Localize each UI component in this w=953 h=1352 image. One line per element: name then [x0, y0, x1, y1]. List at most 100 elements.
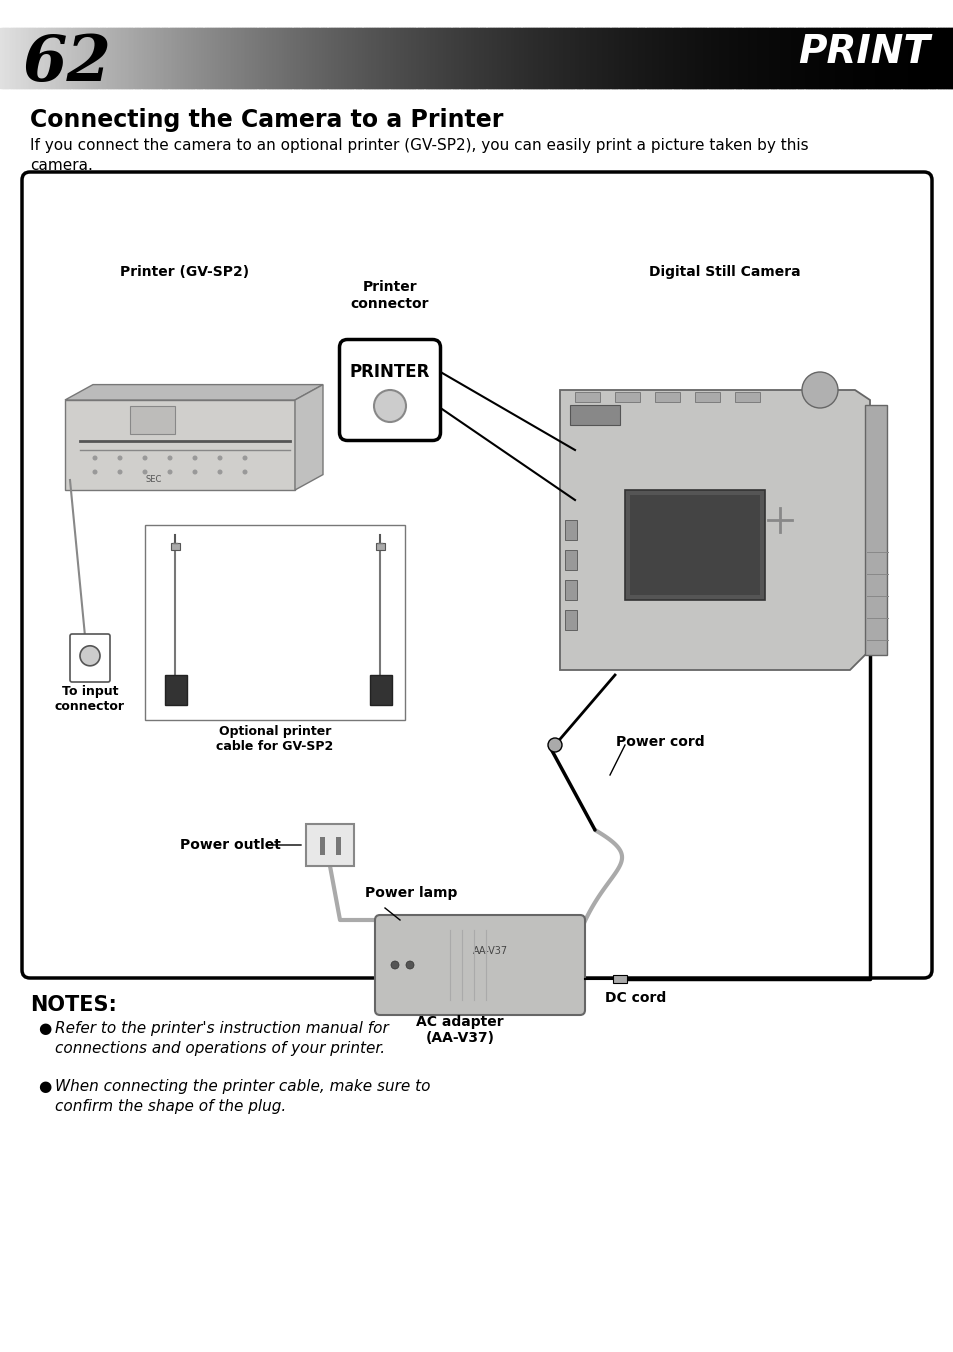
Text: Refer to the printer's instruction manual for
connections and operations of your: Refer to the printer's instruction manua… — [55, 1021, 388, 1056]
Bar — [270, 28, 274, 88]
Bar — [910, 28, 913, 88]
Bar — [760, 28, 764, 88]
Bar — [213, 28, 216, 88]
Bar — [405, 28, 408, 88]
Bar — [186, 28, 189, 88]
Circle shape — [243, 470, 247, 473]
Bar — [507, 28, 510, 88]
Bar — [97, 28, 100, 88]
Bar — [619, 28, 622, 88]
Bar — [737, 28, 740, 88]
Bar — [386, 28, 389, 88]
Bar — [618, 28, 621, 88]
Bar — [140, 28, 143, 88]
Bar — [67, 28, 70, 88]
Bar — [332, 28, 335, 88]
Bar — [340, 28, 343, 88]
Bar — [801, 28, 803, 88]
Bar — [257, 28, 260, 88]
Bar — [643, 28, 646, 88]
Bar — [241, 28, 245, 88]
Bar — [694, 28, 698, 88]
Bar — [491, 28, 494, 88]
Bar — [648, 28, 651, 88]
Bar — [815, 28, 818, 88]
Bar — [899, 28, 902, 88]
Bar — [753, 28, 756, 88]
Bar — [564, 521, 577, 539]
Bar — [164, 28, 167, 88]
Bar — [227, 28, 231, 88]
Bar — [713, 28, 717, 88]
Bar — [560, 28, 564, 88]
Bar — [508, 28, 512, 88]
Bar — [775, 28, 779, 88]
Bar — [810, 28, 813, 88]
Bar — [665, 28, 669, 88]
Bar — [934, 28, 937, 88]
Bar — [841, 28, 845, 88]
Bar — [605, 28, 608, 88]
Bar — [375, 544, 385, 550]
Bar — [722, 28, 726, 88]
Bar — [505, 28, 508, 88]
Bar — [305, 28, 308, 88]
Bar — [157, 28, 160, 88]
Bar — [629, 495, 760, 595]
Text: Connecting the Camera to a Printer: Connecting the Camera to a Printer — [30, 108, 503, 132]
Bar — [522, 28, 526, 88]
Bar — [540, 28, 543, 88]
Polygon shape — [65, 384, 323, 400]
Bar — [848, 28, 851, 88]
Bar — [562, 28, 565, 88]
Bar — [183, 28, 186, 88]
Bar — [260, 28, 264, 88]
Bar — [388, 28, 391, 88]
Bar — [7, 28, 10, 88]
Bar — [27, 28, 30, 88]
Bar — [29, 28, 31, 88]
Bar — [394, 28, 397, 88]
Bar — [786, 28, 789, 88]
Bar — [31, 28, 35, 88]
Circle shape — [168, 470, 172, 473]
Bar — [457, 28, 460, 88]
Bar — [824, 28, 827, 88]
Bar — [762, 28, 765, 88]
Bar — [793, 28, 796, 88]
Bar — [846, 28, 850, 88]
Bar — [698, 28, 700, 88]
Bar — [455, 28, 457, 88]
Bar — [575, 28, 578, 88]
Polygon shape — [65, 400, 294, 489]
Bar — [92, 28, 95, 88]
Bar — [191, 28, 193, 88]
Bar — [412, 28, 415, 88]
Bar — [184, 28, 188, 88]
Bar — [310, 28, 313, 88]
Bar — [81, 28, 84, 88]
Bar — [941, 28, 943, 88]
Bar — [132, 28, 135, 88]
Bar — [689, 28, 693, 88]
Bar — [469, 28, 472, 88]
Bar — [536, 28, 538, 88]
Bar — [874, 28, 877, 88]
Bar — [588, 28, 591, 88]
Bar — [112, 28, 114, 88]
Bar — [329, 28, 332, 88]
Bar — [384, 28, 388, 88]
Bar — [898, 28, 901, 88]
Bar — [883, 28, 886, 88]
Bar — [864, 28, 867, 88]
Bar — [353, 28, 355, 88]
Bar — [222, 28, 226, 88]
Bar — [240, 28, 243, 88]
Bar — [922, 28, 924, 88]
Circle shape — [218, 456, 221, 460]
Bar — [365, 28, 369, 88]
Bar — [551, 28, 555, 88]
Bar — [656, 28, 659, 88]
Bar — [541, 28, 545, 88]
Bar — [498, 28, 502, 88]
